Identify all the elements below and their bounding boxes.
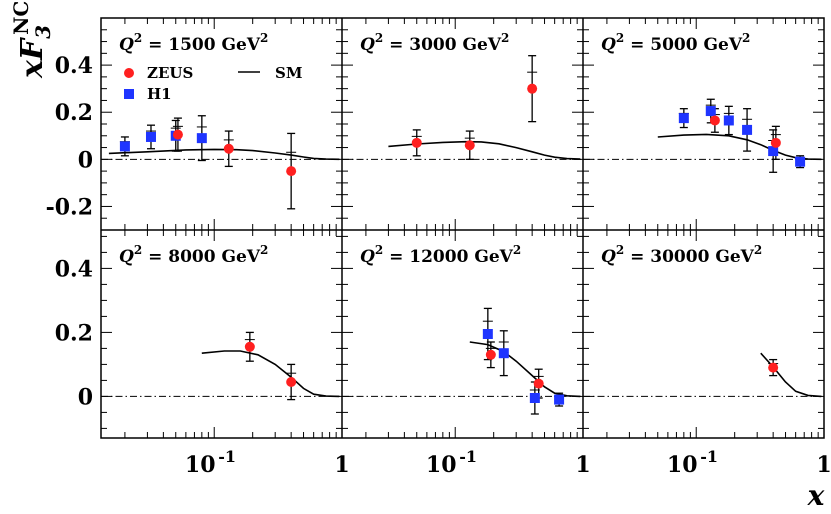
panel-label: Q2 = 12000 GeV2 bbox=[360, 243, 521, 267]
h1-data-point bbox=[145, 131, 156, 142]
x-tick-label: 10 bbox=[426, 452, 457, 478]
legend-h1-label: H1 bbox=[147, 85, 172, 103]
zeus-data-point bbox=[527, 83, 538, 94]
zeus-data-point bbox=[485, 349, 496, 360]
x-tick-label: 1 bbox=[334, 452, 349, 478]
zeus-data-point bbox=[172, 129, 183, 140]
y-axis-title: xF3NC bbox=[9, 1, 55, 79]
y-tick-label: 0.2 bbox=[55, 100, 93, 126]
h1-data-point bbox=[723, 115, 734, 126]
y-tick-label: 0 bbox=[78, 147, 93, 173]
y-tick-label: 0.4 bbox=[55, 53, 93, 79]
figure-marks-layer bbox=[119, 68, 806, 405]
zeus-data-point bbox=[770, 137, 781, 148]
zeus-data-point bbox=[533, 378, 544, 389]
figure-lines-layer bbox=[100, 17, 825, 439]
h1-data-point bbox=[482, 329, 493, 339]
h1-data-point bbox=[768, 146, 779, 157]
y-tick-label: -0.2 bbox=[46, 194, 93, 220]
h1-data-point bbox=[795, 156, 806, 167]
h1-data-point bbox=[498, 348, 509, 359]
panel-label: Q2 = 8000 GeV2 bbox=[119, 243, 268, 267]
x-tick-label: 10 bbox=[667, 452, 698, 478]
sm-prediction-curve bbox=[201, 350, 340, 398]
zeus-data-point bbox=[709, 115, 720, 126]
zeus-data-point bbox=[223, 143, 234, 154]
panel-label: Q2 = 3000 GeV2 bbox=[360, 31, 509, 55]
x-tick-label-exponent: -1 bbox=[218, 447, 236, 466]
h1-data-point bbox=[678, 113, 689, 124]
zeus-data-point bbox=[768, 362, 779, 373]
panel-label: Q2 = 30000 GeV2 bbox=[601, 243, 762, 267]
sm-prediction-curve bbox=[388, 140, 581, 160]
h1-data-point bbox=[554, 394, 565, 405]
legend-zeus-label: ZEUS bbox=[147, 64, 193, 82]
x-axis-title: x bbox=[807, 479, 825, 512]
h1-data-point bbox=[196, 133, 207, 144]
plot-frame bbox=[100, 17, 825, 439]
zeus-data-point bbox=[244, 341, 255, 352]
x-tick-label-exponent: -1 bbox=[700, 447, 718, 466]
zeus-data-point bbox=[286, 166, 297, 177]
y-tick-label: 0.2 bbox=[55, 320, 93, 346]
zeus-data-point bbox=[411, 137, 422, 148]
legend-sm-label: SM bbox=[275, 64, 302, 82]
zeus-data-point bbox=[464, 140, 475, 151]
x-tick-label: 1 bbox=[816, 452, 831, 478]
h1-data-point bbox=[119, 141, 130, 152]
y-tick-label: 0 bbox=[78, 384, 93, 410]
h1-data-point bbox=[742, 124, 753, 135]
sm-prediction-curve bbox=[108, 148, 340, 161]
x-tick-label: 10 bbox=[185, 452, 216, 478]
panel-label: Q2 = 1500 GeV2 bbox=[119, 31, 268, 55]
h1-data-point bbox=[529, 393, 540, 403]
legend-h1-marker bbox=[124, 89, 134, 99]
y-tick-label: 0.4 bbox=[55, 256, 93, 282]
x-tick-label: 1 bbox=[575, 452, 590, 478]
panel-label: Q2 = 5000 GeV2 bbox=[601, 31, 750, 55]
legend-zeus-marker bbox=[124, 68, 134, 78]
sm-prediction-curve bbox=[469, 341, 581, 398]
x-tick-label-exponent: -1 bbox=[459, 447, 477, 466]
h1-data-point bbox=[705, 106, 716, 117]
zeus-data-point bbox=[286, 377, 297, 387]
